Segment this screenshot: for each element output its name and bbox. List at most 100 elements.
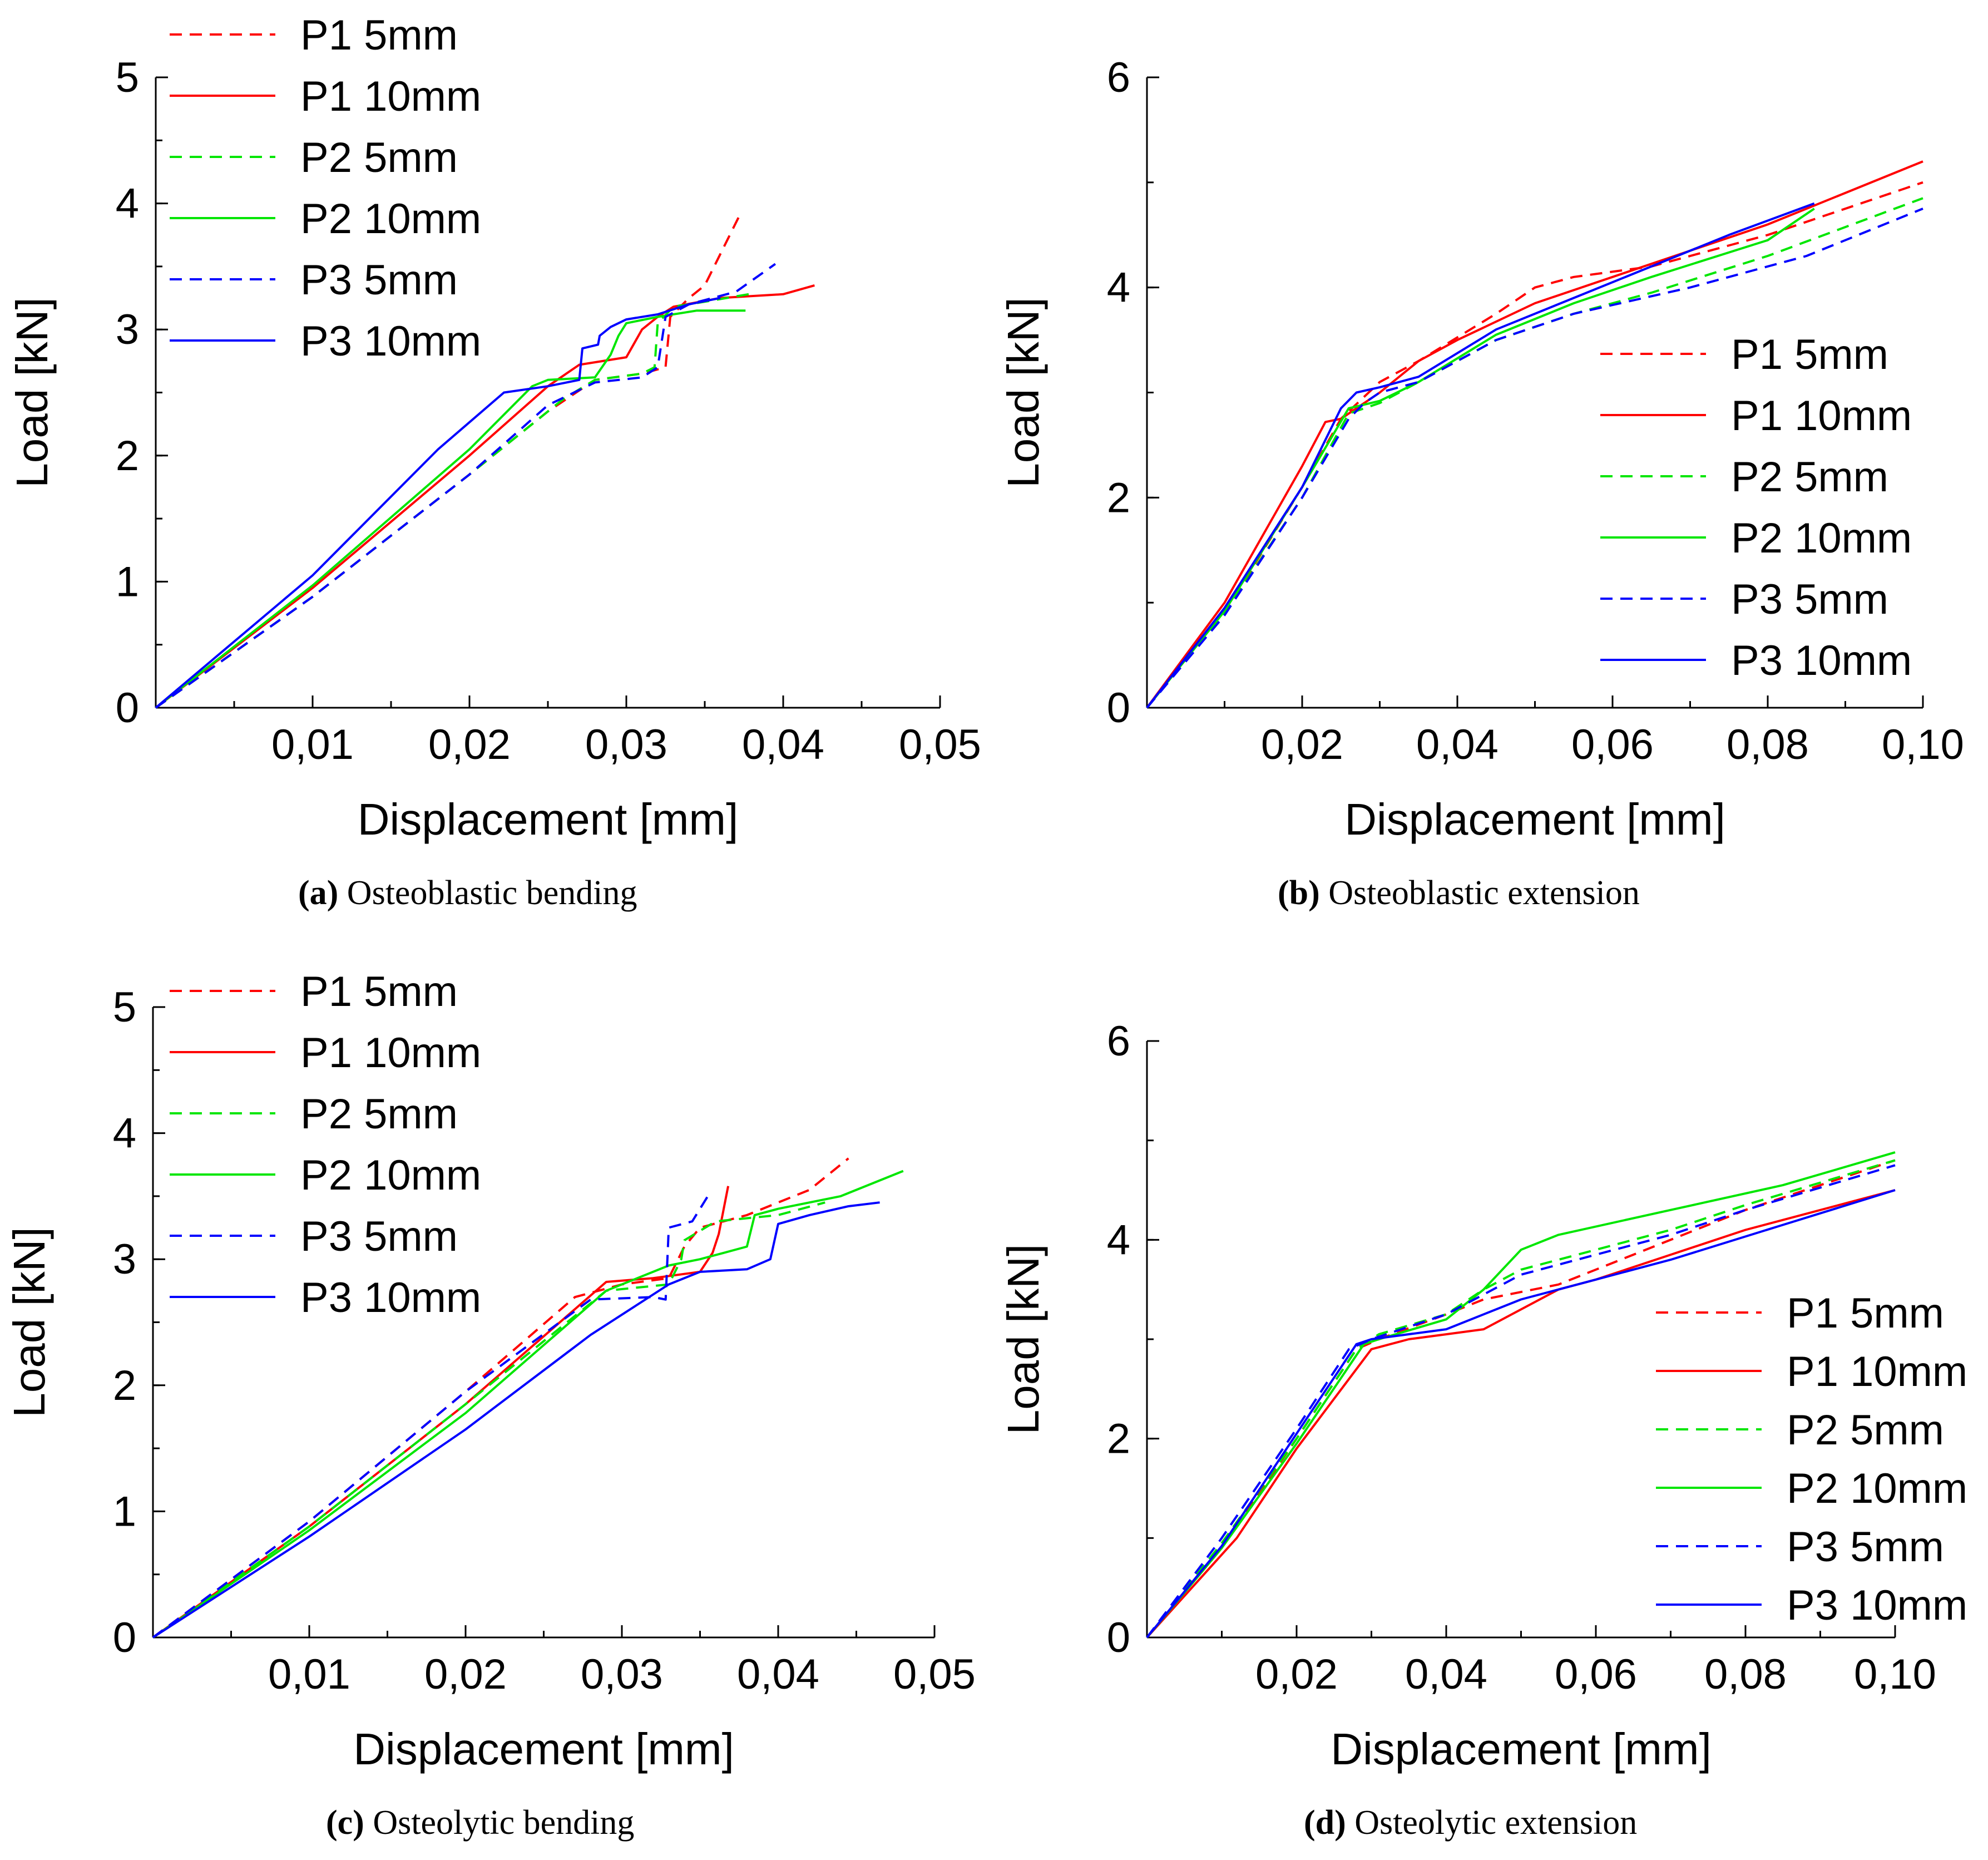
series-line-p3-5mm: [152, 1195, 709, 1639]
caption-text-a: Osteoblastic bending: [347, 874, 637, 912]
legend-label: P2 10mm: [300, 1152, 481, 1199]
y-tick-label: 4: [1107, 264, 1130, 312]
series-line-p1-10mm: [152, 1186, 730, 1639]
legend-label: P2 5mm: [300, 134, 458, 181]
y-tick-label: 3: [113, 1236, 136, 1283]
x-tick-label: 0,06: [1555, 1651, 1637, 1698]
series-line-p3-5mm: [1146, 208, 1923, 709]
y-tick-label: 6: [1107, 1018, 1130, 1065]
legend-label: P1 5mm: [300, 968, 458, 1015]
legend-label: P3 5mm: [300, 256, 458, 304]
y-tick-label: 1: [116, 558, 139, 605]
caption-letter-d: (d): [1304, 1804, 1346, 1842]
series-line-p3-10mm: [152, 1201, 880, 1639]
series-line-p1-5mm: [1146, 181, 1923, 709]
legend: P1 5mm P1 10mm P2 5mm P2 10mm P3 5mm P3 10mm: [170, 968, 481, 1321]
legend-label: P2 10mm: [1787, 1465, 1967, 1512]
caption-c: (c) Osteolytic bending: [326, 1803, 634, 1843]
x-tick-label: 0,04: [742, 721, 824, 768]
x-tick-label: 0,10: [1854, 1651, 1936, 1698]
panel-a: 0,01 0,02 0,03 0,04 0,05 0 1 2 3 4 5 Displacement […: [0, 0, 994, 930]
y-tick-label: 0: [1107, 1614, 1130, 1661]
x-tick-label: 0,02: [1261, 721, 1343, 768]
series-line-p3-10mm: [155, 297, 721, 709]
x-tick-label: 0,01: [268, 1651, 350, 1698]
legend-label: P2 10mm: [300, 195, 481, 243]
x-tick-label: 0,01: [271, 721, 354, 768]
series-line-p3-10mm: [1146, 202, 1815, 709]
legend-label: P1 10mm: [300, 73, 481, 120]
y-tick-label: 0: [116, 684, 139, 732]
series-line-p2-5mm: [152, 1201, 825, 1639]
x-tick-label: 0,08: [1704, 1651, 1787, 1698]
chart-a: 0,01 0,02 0,03 0,04 0,05 0 1 2 3 4 5 Displacement […: [7, 12, 981, 844]
series-line-p1-10mm: [155, 284, 815, 709]
y-axis-title: Load [kN]: [998, 297, 1048, 487]
legend: P1 5mm P1 10mm P2 5mm P2 10mm P3 5mm P3 10mm: [170, 12, 481, 365]
caption-letter-b: (b): [1278, 874, 1320, 912]
x-tick-label: 0,06: [1571, 721, 1654, 768]
series-line-p2-10mm: [1146, 1151, 1896, 1639]
x-tick-label: 0,02: [424, 1651, 507, 1698]
y-tick-label: 2: [1107, 1415, 1130, 1463]
x-axis-title: Displacement [mm]: [358, 795, 739, 844]
legend: P1 5mm P1 10mm P2 5mm P2 10mm P3 5mm P3 10mm: [1600, 331, 1912, 684]
series-line-p2-5mm: [1146, 197, 1923, 709]
legend-label: P3 10mm: [1787, 1582, 1967, 1629]
series-line-p2-5mm: [1146, 1159, 1896, 1639]
series-line-p3-5mm: [1146, 1164, 1896, 1639]
x-tick-label: 0,10: [1882, 721, 1964, 768]
y-tick-label: 2: [1107, 474, 1130, 521]
legend-label: P1 5mm: [1731, 331, 1888, 378]
x-tick-label: 0,02: [428, 721, 511, 768]
legend-label: P2 5mm: [300, 1091, 458, 1138]
legend-label: P3 10mm: [300, 1274, 481, 1321]
legend-label: P1 10mm: [1731, 392, 1912, 440]
caption-text-d: Osteolytic extension: [1354, 1804, 1638, 1842]
panel-d: 0,02 0,04 0,06 0,08 0,10 0 2 4 6 Displacement [mm…: [994, 930, 1988, 1860]
y-tick-label: 2: [116, 432, 139, 480]
y-tick-label: 0: [113, 1614, 136, 1661]
x-tick-label: 0,03: [585, 721, 667, 768]
caption-letter-a: (a): [298, 874, 339, 912]
y-tick-label: 2: [113, 1362, 136, 1409]
x-tick-label: 0,02: [1255, 1651, 1338, 1698]
legend-label: P3 10mm: [300, 318, 481, 365]
x-axis-title: Displacement [mm]: [1344, 795, 1725, 844]
caption-text-b: Osteoblastic extension: [1328, 874, 1640, 912]
panel-c: 0,01 0,02 0,03 0,04 0,05 0 1 2 3 4 5 Displacement […: [0, 930, 994, 1860]
x-tick-label: 0,04: [1416, 721, 1499, 768]
legend-label: P1 10mm: [1787, 1348, 1967, 1395]
y-tick-label: 5: [116, 54, 139, 101]
chart-b: 0,02 0,04 0,06 0,08 0,10 0 2 4 6 Displacement [mm…: [998, 54, 1964, 844]
panel-b: 0,02 0,04 0,06 0,08 0,10 0 2 4 6 Displacement [mm…: [994, 0, 1988, 930]
caption-a: (a) Osteoblastic bending: [298, 874, 637, 913]
x-tick-label: 0,08: [1727, 721, 1809, 768]
series-line-p2-10mm: [155, 309, 746, 709]
series-line-p1-5mm: [1146, 1159, 1896, 1639]
y-tick-label: 6: [1107, 54, 1130, 101]
y-axis-title: Load [kN]: [998, 1244, 1048, 1434]
y-axis-title: Load [kN]: [7, 297, 57, 487]
y-tick-label: 1: [113, 1488, 136, 1535]
x-tick-label: 0,03: [581, 1651, 663, 1698]
legend-label: P2 5mm: [1731, 453, 1888, 501]
series-line-p2-10mm: [1146, 208, 1815, 709]
series-line-p2-10mm: [152, 1170, 904, 1639]
caption-b: (b) Osteoblastic extension: [1278, 874, 1640, 913]
y-tick-label: 4: [113, 1110, 136, 1157]
x-tick-label: 0,04: [737, 1651, 819, 1698]
series-line-p1-10mm: [1146, 1189, 1896, 1639]
y-tick-label: 0: [1107, 684, 1130, 732]
y-tick-label: 4: [1107, 1216, 1130, 1264]
caption-text-c: Osteolytic bending: [373, 1804, 635, 1842]
chart-c: 0,01 0,02 0,03 0,04 0,05 0 1 2 3 4 5 Displacement […: [4, 968, 976, 1774]
legend-label: P1 10mm: [300, 1029, 481, 1077]
y-tick-label: 5: [113, 984, 136, 1031]
caption-letter-c: (c): [326, 1804, 364, 1842]
legend-label: P3 5mm: [1731, 576, 1888, 623]
x-tick-label: 0,05: [899, 721, 981, 768]
legend: P1 5mm P1 10mm P2 5mm P2 10mm P3 5mm P3 10mm: [1656, 1290, 1967, 1629]
chart-d: 0,02 0,04 0,06 0,08 0,10 0 2 4 6 Displacement [mm…: [998, 1018, 1967, 1774]
